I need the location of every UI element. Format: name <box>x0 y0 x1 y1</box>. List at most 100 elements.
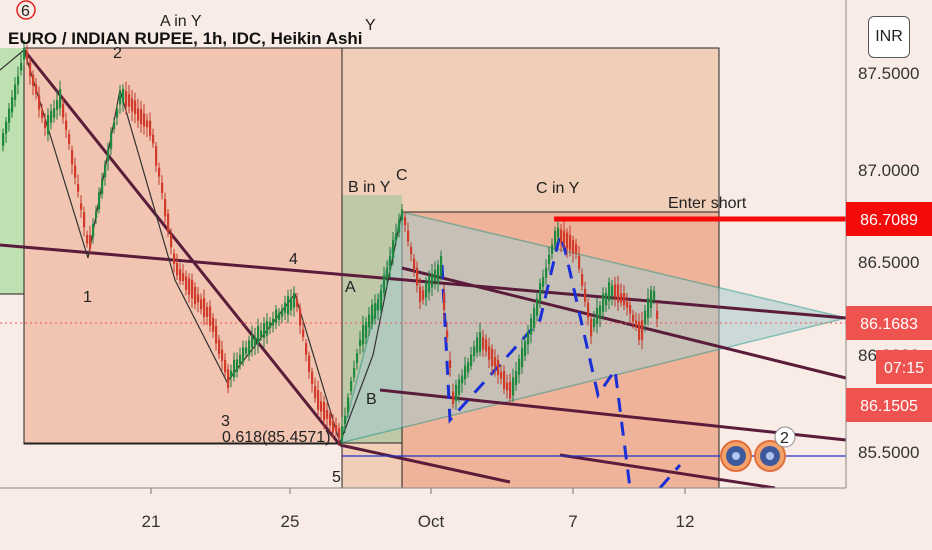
candle-body <box>248 340 251 355</box>
candle-body <box>59 89 62 109</box>
wave-5-label: 5 <box>332 469 341 486</box>
x-tick-label: Oct <box>418 512 445 531</box>
candle-body <box>32 74 35 86</box>
candle-body <box>623 293 626 306</box>
candle-body <box>530 318 533 335</box>
candle-body <box>41 110 44 119</box>
candle-body <box>158 167 161 177</box>
candle-body <box>650 290 653 308</box>
candle-body <box>476 337 479 353</box>
candle-body <box>110 132 113 149</box>
candle-body <box>515 371 518 385</box>
candle-body <box>5 121 8 134</box>
candle-body <box>230 370 233 378</box>
candle-body <box>203 298 206 317</box>
channel-line <box>379 388 847 442</box>
a-in-y-label: A in Y <box>160 13 202 30</box>
candle-body <box>317 390 320 410</box>
candle-body <box>101 179 104 195</box>
candle-body <box>326 410 329 419</box>
candle-body <box>239 354 242 365</box>
price-tag-label: 07:15 <box>884 360 924 377</box>
candle-body <box>338 428 341 438</box>
candle-body <box>107 148 110 162</box>
candle-body <box>8 108 11 123</box>
event-badge[interactable] <box>754 440 786 472</box>
candle-body <box>140 109 143 125</box>
candle-body <box>455 384 458 402</box>
candle-body <box>161 182 164 194</box>
candle-body <box>605 292 608 306</box>
projection-dashed <box>658 464 682 489</box>
candle-body <box>464 365 467 380</box>
candle-body <box>479 332 482 352</box>
event-badge[interactable] <box>720 440 752 472</box>
candle-body <box>11 97 14 113</box>
candle-body <box>89 235 92 249</box>
candle-body <box>488 346 491 360</box>
candle-body <box>155 146 158 166</box>
candle-body <box>134 100 137 115</box>
candle-body <box>365 322 368 338</box>
candle-body <box>179 268 182 281</box>
candle-body <box>245 347 248 354</box>
candle-body <box>44 121 47 128</box>
candle-body <box>137 108 140 121</box>
candle-body <box>80 203 83 210</box>
candle-body <box>146 120 149 128</box>
candle-body <box>113 121 116 129</box>
candle-body <box>494 357 497 367</box>
candle-body <box>341 425 344 441</box>
currency-button[interactable]: INR <box>868 16 910 58</box>
candle-body <box>413 258 416 270</box>
x-tick-label: 12 <box>676 512 695 531</box>
candle-body <box>95 211 98 219</box>
candle-body <box>176 263 179 276</box>
candle-body <box>533 308 536 328</box>
price-tag <box>876 350 932 384</box>
candle-body <box>656 310 659 320</box>
candle-body <box>119 92 122 105</box>
candle-body <box>557 227 560 238</box>
candle-body <box>275 309 278 323</box>
candle-body <box>497 359 500 376</box>
candle-body <box>467 362 470 373</box>
channel-line <box>339 443 511 484</box>
price-tag-label: 86.7089 <box>860 212 918 229</box>
candle-body <box>419 287 422 302</box>
candle-body <box>500 372 503 379</box>
candle-body <box>212 317 215 332</box>
candle-body <box>104 164 107 178</box>
candle-body <box>92 223 95 237</box>
candle-body <box>260 330 263 337</box>
candle-body <box>554 230 557 246</box>
candle-body <box>632 314 635 322</box>
candle-body <box>62 103 65 118</box>
candle-body <box>74 165 77 178</box>
candle-body <box>377 299 380 311</box>
candle-body <box>590 318 593 337</box>
wave-zigzag <box>339 211 403 444</box>
candle-body <box>224 359 227 373</box>
candle-body <box>263 323 266 338</box>
triangle-pattern <box>338 211 847 445</box>
candle-body <box>524 341 527 356</box>
y-label: Y <box>365 17 376 34</box>
candle-body <box>422 290 425 300</box>
candle-body <box>23 47 26 60</box>
candle-body <box>86 234 89 244</box>
wave-3-label: 3 <box>221 413 230 430</box>
candle-body <box>578 255 581 269</box>
candle-body <box>17 76 20 85</box>
candle-body <box>305 343 308 355</box>
candle-body <box>200 299 203 310</box>
candle-body <box>371 304 374 325</box>
price-tag <box>846 306 932 340</box>
channel-line <box>0 243 847 320</box>
candle-body <box>236 359 239 372</box>
candle-body <box>512 377 515 396</box>
candle-body <box>143 113 146 127</box>
c-in-y-label: C in Y <box>536 180 580 197</box>
chart-title: EURO / INDIAN RUPEE, 1h, IDC, Heikin Ash… <box>8 29 363 48</box>
